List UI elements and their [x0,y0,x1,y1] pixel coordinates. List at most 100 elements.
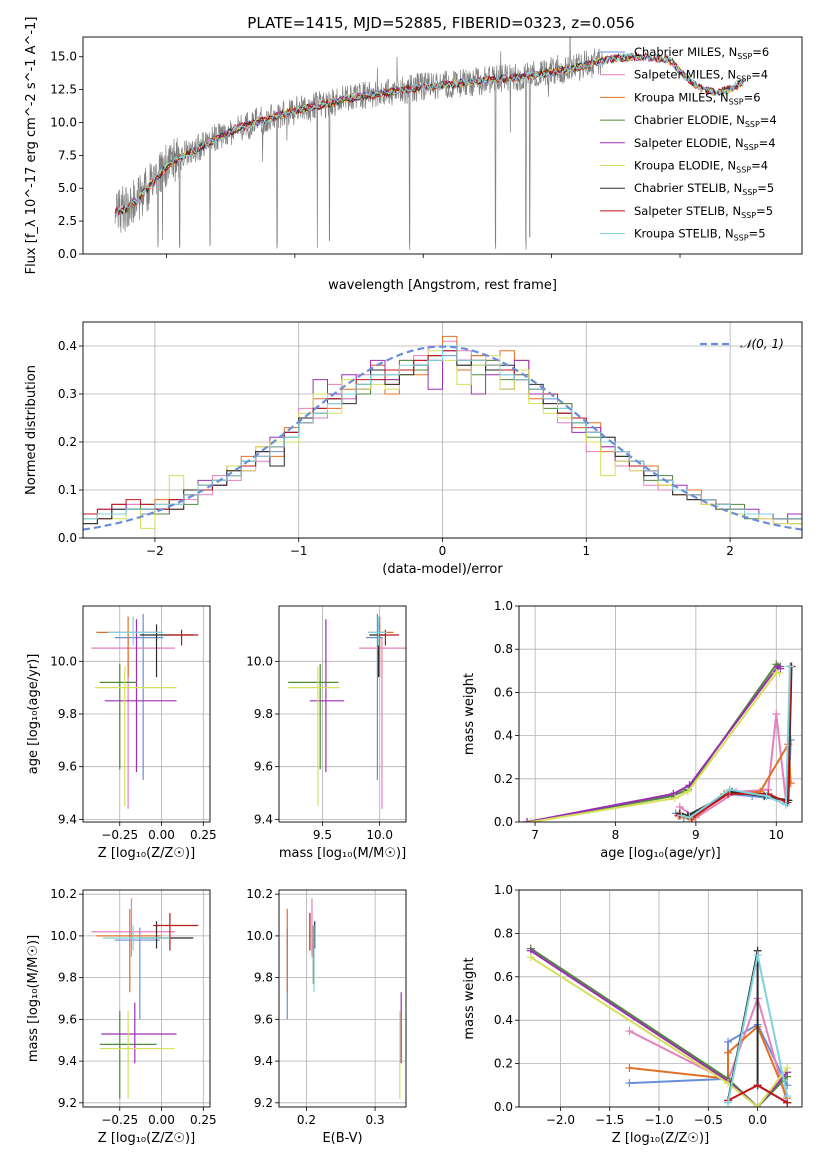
data-point-marker [772,710,781,718]
data-point-marker [725,785,734,794]
y-tick-label: 9.4 [254,812,273,826]
y-tick-label: 9.8 [254,971,273,985]
y-tick-label: 9.4 [58,812,77,826]
mass_weight_vs_z-panel: −2.0 −1.5 −1.0 −0.5 0.0 0.0 0.2 0.4 0.6 0.8 1.0 Z [… [462,883,803,1146]
y-axis-label: age [log₁₀(age/yr)] [26,654,41,775]
data-point-marker [724,1098,733,1107]
x-axis-label: age [log₁₀(age/yr)] [600,846,721,861]
legend-entry: 𝒩(0, 1) [740,337,784,351]
legend-entry: Kroupa ELODIE, NSSP=4 [634,159,768,175]
mass-weight-line-4 [526,665,781,822]
data-point-marker [523,818,532,822]
y-tick-label: 10.0 [246,929,273,943]
observed-spectrum [114,37,604,251]
x-tick-label: 7 [531,828,539,842]
normal-curve [83,345,802,531]
data-point-marker [753,951,762,960]
data-point-marker [762,792,771,801]
y-tick-label: 9.8 [58,971,77,985]
y-tick-label: 0.8 [494,642,513,656]
y-tick-label: 9.8 [254,707,273,721]
data-point-marker [625,1063,634,1072]
age_vs_z-panel: −0.25 0.00 0.25 9.4 9.6 9.8 10.0 Z [log₁₀(Z/Z☉)… [26,605,217,861]
y-tick-label: 15.0 [50,50,77,64]
model-spectrum-8 [114,52,745,216]
data-point-marker [625,1079,634,1088]
x-tick-label: −1.5 [595,1113,624,1127]
y-tick-label: 9.6 [58,760,77,774]
data-point-marker [724,1037,733,1046]
y-tick-label: 9.6 [58,1012,77,1026]
y-tick-label: 0.2 [58,435,77,449]
y-tick-label: 10.0 [50,929,77,943]
data-point-marker [685,813,694,822]
axes-frame [82,36,803,255]
y-tick-label: 9.2 [254,1096,273,1110]
y-tick-label: 9.8 [58,707,77,721]
y-tick-label: 9.6 [254,1012,273,1026]
data-point-marker [527,818,536,822]
data-point-marker [783,1063,792,1072]
data-point-marker [683,787,692,796]
mass_vs_z-panel: −0.25 0.00 0.25 9.2 9.4 9.6 9.8 10.0 10.2 Z [log₁… [26,887,217,1146]
y-tick-label: 10.0 [246,654,273,668]
y-tick-label: 1.0 [494,883,513,897]
x-tick-label: 0.2 [297,1113,316,1127]
x-tick-label: 0.25 [190,828,217,842]
x-tick-label: −2 [146,544,164,558]
x-tick-label: 10 [769,828,784,842]
x-axis-label: wavelength [Angstrom, rest frame] [328,278,557,293]
data-point-marker [783,1092,792,1101]
x-tick-label: 10.0 [366,828,393,842]
data-point-marker [677,811,686,820]
mass_vs_ebv-panel: 0.2 0.3 9.2 9.4 9.6 9.8 10.0 10.2 E(B-V) [246,887,407,1146]
y-axis-label: mass weight [462,673,477,755]
mass_weight_vs_z-plot-area [526,944,792,1107]
data-point-marker [526,953,535,962]
axes-frame [518,889,803,1108]
y-tick-label: 0.6 [494,685,513,699]
residuals-panel: −2 −1 0 1 2 0.0 0.1 0.2 0.3 0.4 (data-model)/error… [24,321,803,577]
axes-frame [82,889,211,1108]
residuals-plot-area [83,335,802,538]
y-axis-label: Normed distribution [24,365,39,495]
x-tick-label: −1.0 [644,1113,673,1127]
x-axis-label: E(B-V) [322,1131,362,1146]
x-axis-label: Z [log₁₀(Z/Z☉)] [98,846,195,861]
mass-weight-line-5 [530,956,788,1107]
y-tick-label: 1.0 [494,599,513,613]
y-tick-label: 0.6 [494,970,513,984]
x-tick-label: −0.25 [101,828,138,842]
age_vs_z-plot-area [91,613,199,809]
x-tick-label: 9 [692,828,700,842]
y-tick-label: 9.6 [254,760,273,774]
mass_weight_vs_age-panel: 7 8 9 10 0.0 0.2 0.4 0.6 0.8 1.0 age [log₁₀(age/yr… [462,599,803,861]
y-tick-label: 0.0 [494,1100,513,1114]
x-tick-label: 2 [726,544,734,558]
data-point-marker [785,662,794,671]
y-tick-label: 10.0 [50,115,77,129]
y-axis-label: Flux [f_λ 10^-17 erg cm^-2 s^-1 A^-1] [24,17,39,275]
y-tick-label: 0.0 [494,815,513,829]
data-point-marker [670,794,679,803]
y-tick-label: 9.4 [254,1054,273,1068]
data-point-marker [753,1103,762,1107]
mass_weight_vs_age-plot-area [523,660,796,822]
y-tick-label: 0.8 [494,926,513,940]
y-tick-label: 0.1 [58,483,77,497]
axes-frame [82,605,211,823]
data-point-marker [724,1048,733,1057]
data-point-marker [669,789,678,798]
y-tick-label: 10.0 [50,654,77,668]
y-tick-label: 5.0 [58,181,77,195]
y-tick-label: 0.3 [58,387,77,401]
figure-title: PLATE=1415, MJD=52885, FIBERID=0323, z=0… [247,14,634,32]
y-tick-label: 10.2 [50,887,77,901]
age_vs_mass-plot-area [288,613,406,809]
y-tick-label: 12.5 [50,83,77,97]
data-point-marker [781,800,790,809]
y-tick-label: 0.4 [494,729,513,743]
x-tick-label: −0.5 [694,1113,723,1127]
y-axis-label: mass [log₁₀(M/M☉)] [26,935,41,1062]
x-tick-label: 0.3 [366,1113,385,1127]
